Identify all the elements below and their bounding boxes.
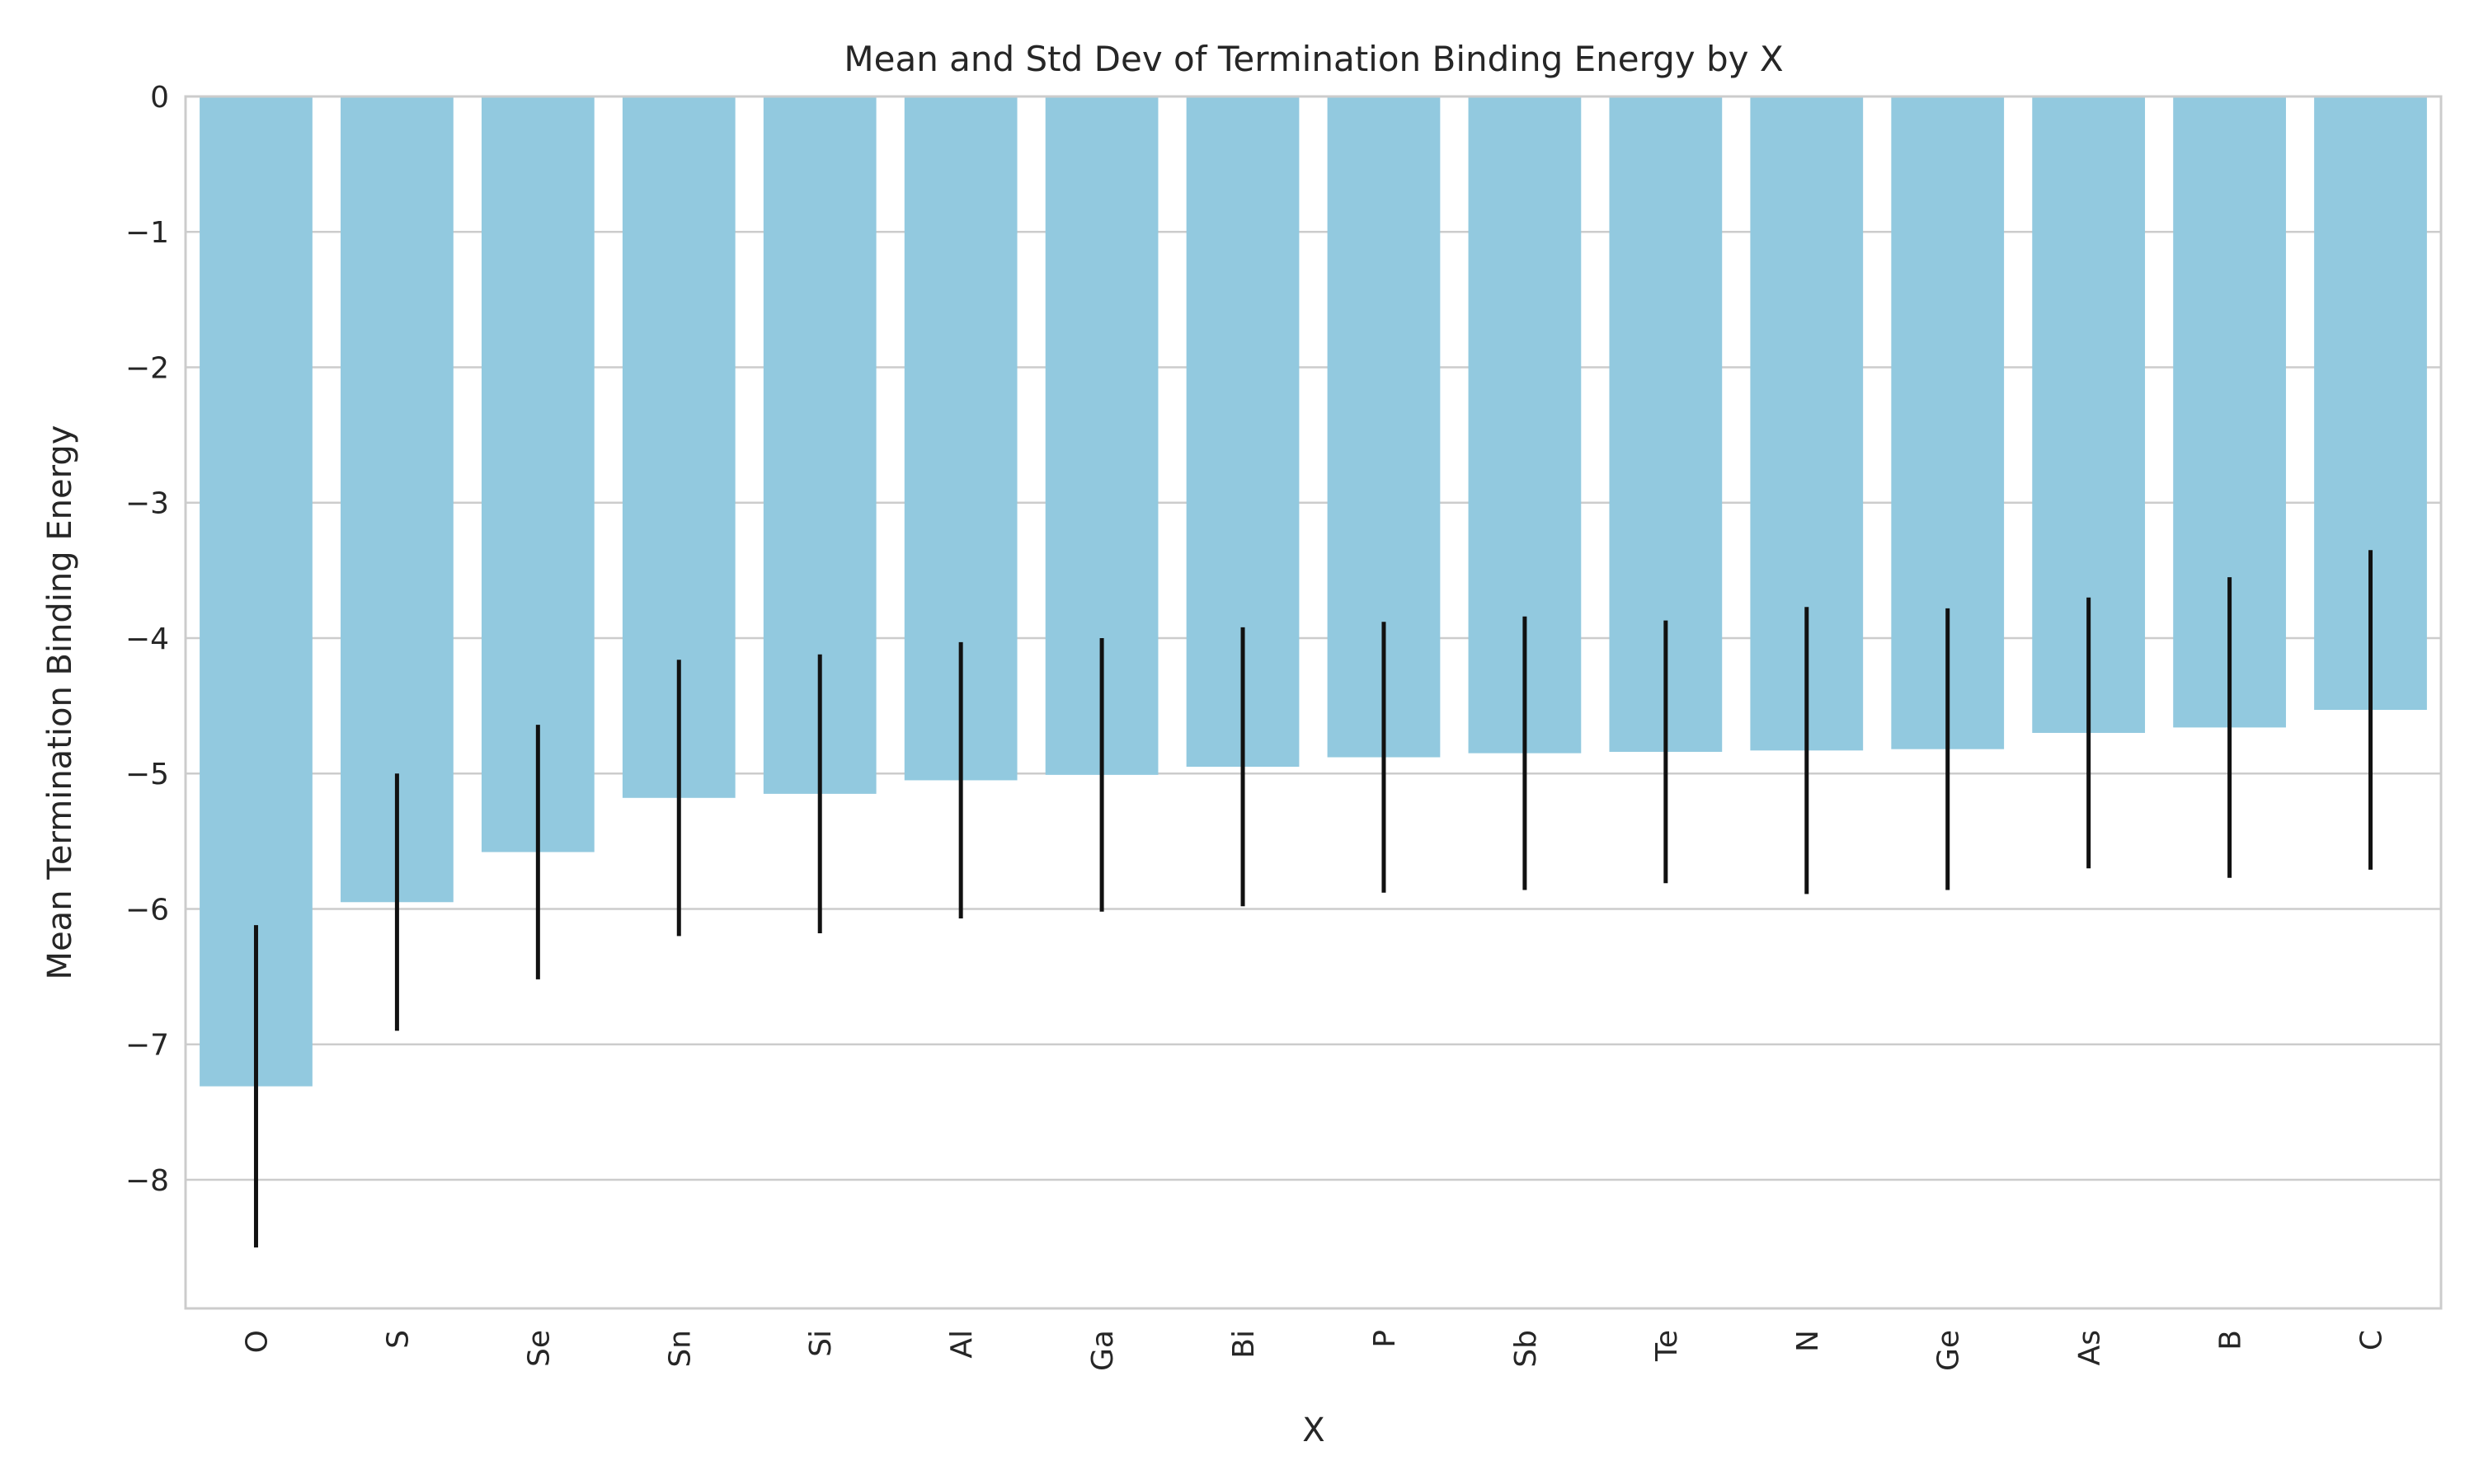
x-tick-label: O <box>240 1330 274 1353</box>
x-tick-label: N <box>1791 1330 1825 1352</box>
y-tick-label: 0 <box>150 81 169 115</box>
x-tick-label: As <box>2073 1330 2107 1365</box>
error-bars <box>253 550 2373 1248</box>
x-tick-label: S <box>381 1330 415 1349</box>
y-tick-label: −1 <box>125 216 169 250</box>
x-tick-label: Sn <box>663 1330 697 1368</box>
y-axis-label: Mean Termination Binding Energy <box>41 425 79 980</box>
x-tick-label: Bi <box>1227 1330 1261 1359</box>
y-tick-label: −7 <box>125 1029 169 1063</box>
x-tick-label: B <box>2214 1330 2248 1350</box>
x-tick-label: Ga <box>1086 1330 1120 1371</box>
plot-frame <box>184 95 2443 1310</box>
x-tick-label: Se <box>522 1330 556 1367</box>
x-tick-labels: O S Se Sn Si Al Ga Bi P Sb Te N Ge As B C <box>240 1330 2388 1371</box>
y-tick-label: −4 <box>125 622 169 656</box>
y-tick-labels: 0 −1 −2 −3 −4 −5 −6 −7 −8 <box>125 81 169 1198</box>
bar-O <box>200 96 313 1087</box>
y-tick-label: −6 <box>125 893 169 927</box>
chart-title: Mean and Std Dev of Termination Binding … <box>844 39 1783 79</box>
y-tick-label: −5 <box>125 758 169 791</box>
x-tick-label: Ge <box>1932 1330 1966 1371</box>
y-tick-label: −3 <box>125 487 169 521</box>
x-tick-label: Te <box>1650 1330 1684 1362</box>
x-tick-label: Si <box>804 1330 838 1357</box>
bar-S <box>341 96 454 903</box>
x-axis-label: X <box>1302 1411 1324 1449</box>
x-tick-label: P <box>1368 1330 1402 1348</box>
x-tick-label: C <box>2355 1330 2389 1350</box>
x-tick-label: Sb <box>1509 1330 1543 1368</box>
x-tick-label: Al <box>945 1330 979 1359</box>
y-tick-label: −8 <box>125 1164 169 1198</box>
y-tick-label: −2 <box>125 351 169 385</box>
bars <box>200 96 2427 1087</box>
